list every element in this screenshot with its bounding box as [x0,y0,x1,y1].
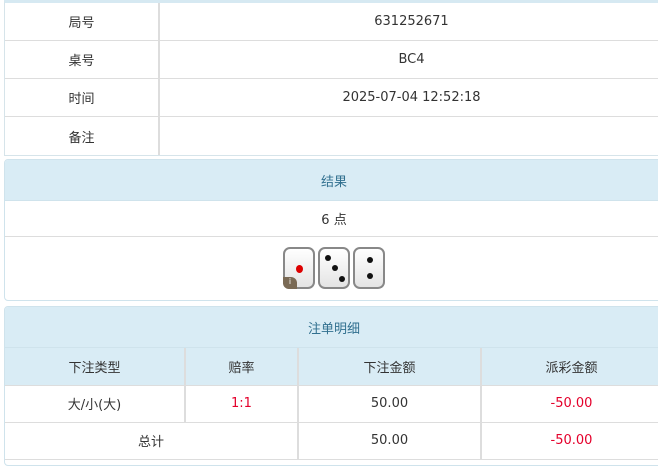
die-2-icon [353,247,385,289]
row-round-number: 局号 631252671 [5,3,658,41]
bet-amount: 50.00 [298,385,482,423]
bet-details-title: 注单明细 [5,307,658,348]
row-time: 时间 2025-07-04 12:52:18 [5,79,658,117]
value: BC4 [398,52,425,67]
value: 631252671 [374,14,449,29]
bet-details-panel: 注单明细 下注类型 赔率 下注金额 派彩金额 大/小(大) 1:1 50.00 … [4,306,658,466]
table-header: 下注类型 赔率 下注金额 派彩金额 [5,348,658,386]
label: 备注 [5,117,160,155]
die-3-icon [318,247,350,289]
bet-type: 大/小(大) [5,385,186,423]
table-row: 大/小(大) 1:1 50.00 -50.00 [5,385,658,423]
result-title: 结果 [5,160,658,201]
round-info-table: 局号 631252671 桌号 BC4 时间 2025-07-04 12:52:18 … [4,0,658,156]
odds: 1:1 [185,385,299,423]
dice-row: i [5,237,658,299]
die-1-icon: i [283,247,315,289]
total-label: 总计 [5,422,299,460]
header-odds: 赔率 [185,348,299,386]
result-points: 6 点 [5,201,658,237]
header-bet-type: 下注类型 [5,348,186,386]
row-table-number: 桌号 BC4 [5,41,658,79]
header-payout: 派彩金额 [481,348,658,386]
label: 时间 [5,79,160,116]
label: 桌号 [5,41,160,78]
value [160,117,658,155]
info-icon[interactable]: i [283,277,297,289]
header-bet-amount: 下注金额 [298,348,482,386]
bet-details-table: 下注类型 赔率 下注金额 派彩金额 大/小(大) 1:1 50.00 -50.0… [5,348,658,460]
total-payout: -50.00 [481,422,658,460]
total-row: 总计 50.00 -50.00 [5,422,658,460]
result-panel: 结果 6 点 i [4,159,658,301]
label: 局号 [5,3,160,40]
value: 2025-07-04 12:52:18 [342,90,481,105]
total-amount: 50.00 [298,422,482,460]
row-remark: 备注 [5,117,658,155]
payout: -50.00 [481,385,658,423]
